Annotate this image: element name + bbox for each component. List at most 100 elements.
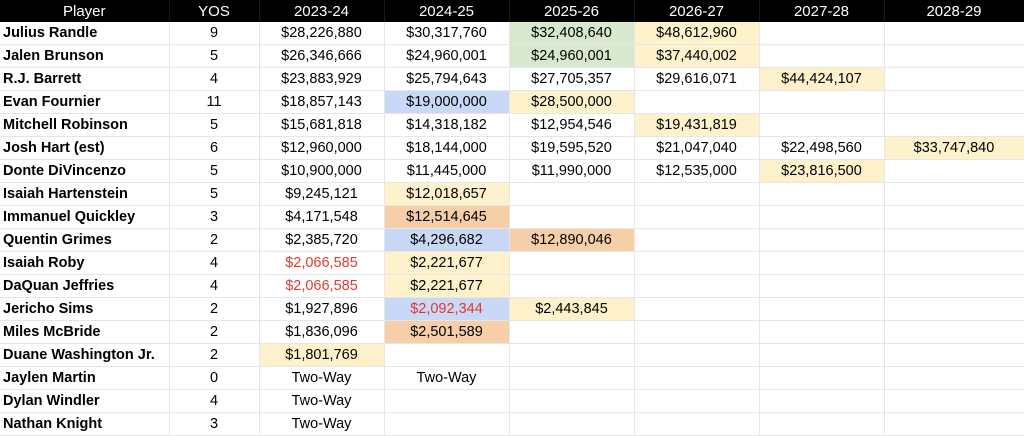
salary-cell: $32,408,640 (509, 22, 635, 45)
salary-cell (509, 182, 635, 206)
player-name-cell: Duane Washington Jr. (0, 343, 170, 367)
yos-cell: 5 (169, 182, 260, 206)
salary-cell (384, 389, 510, 413)
salary-cell: $12,018,657 (384, 182, 510, 206)
player-name-cell: Nathan Knight (0, 412, 170, 436)
salary-cell (884, 297, 1024, 321)
salary-cell (509, 251, 635, 275)
header-season-2025-26: 2025-26 (509, 0, 635, 22)
salary-cell (884, 67, 1024, 91)
salary-cell (884, 159, 1024, 183)
salary-cell (884, 205, 1024, 229)
yos-cell: 4 (169, 67, 260, 91)
salary-cell (884, 412, 1024, 436)
yos-cell: 5 (169, 113, 260, 137)
salary-cell: $4,296,682 (384, 228, 510, 252)
yos-cell: 2 (169, 320, 260, 344)
salary-cell: $11,990,000 (509, 159, 635, 183)
salary-cell: $2,443,845 (509, 297, 635, 321)
salary-cell (884, 90, 1024, 114)
salary-cell (384, 343, 510, 367)
salary-cell: $27,705,357 (509, 67, 635, 91)
salary-cell (884, 389, 1024, 413)
yos-cell: 2 (169, 228, 260, 252)
yos-cell: 4 (169, 389, 260, 413)
player-name-cell: Evan Fournier (0, 90, 170, 114)
salary-cell (634, 90, 760, 114)
salary-cell (759, 366, 885, 390)
player-name-cell: R.J. Barrett (0, 67, 170, 91)
salary-cell: $1,801,769 (259, 343, 385, 367)
salary-cell (759, 22, 885, 45)
salary-cell: $12,514,645 (384, 205, 510, 229)
player-name-cell: Jaylen Martin (0, 366, 170, 390)
table-row: Duane Washington Jr. 2 $1,801,769 (0, 343, 1024, 367)
salary-cell: $4,171,548 (259, 205, 385, 229)
salary-cell: $15,681,818 (259, 113, 385, 137)
salary-cell: $25,794,643 (384, 67, 510, 91)
salary-cell (759, 44, 885, 68)
yos-cell: 5 (169, 159, 260, 183)
table-row: Evan Fournier 11 $18,857,143 $19,000,000 $28… (0, 90, 1024, 114)
salary-cell: $2,066,585 (259, 274, 385, 298)
salary-cell: $14,318,182 (384, 113, 510, 137)
salary-cell: Two-Way (259, 412, 385, 436)
salary-cell (759, 205, 885, 229)
player-name-cell: Jericho Sims (0, 297, 170, 321)
salary-cell: $24,960,001 (384, 44, 510, 68)
salary-cell: $12,890,046 (509, 228, 635, 252)
header-season-2026-27: 2026-27 (634, 0, 760, 22)
salary-cell (509, 320, 635, 344)
yos-cell: 3 (169, 412, 260, 436)
salary-cell (759, 389, 885, 413)
table-row: Julius Randle 9 $28,226,880 $30,317,760 $32,… (0, 22, 1024, 45)
yos-cell: 9 (169, 22, 260, 45)
table-row: Jericho Sims 2 $1,927,896 $2,092,344 $2,443,… (0, 297, 1024, 321)
table-row: Quentin Grimes 2 $2,385,720 $4,296,682 $12,8… (0, 228, 1024, 252)
player-name-cell: Isaiah Roby (0, 251, 170, 275)
header-season-2024-25: 2024-25 (384, 0, 510, 22)
salary-cell: $1,836,096 (259, 320, 385, 344)
salary-cell: $28,500,000 (509, 90, 635, 114)
table-row: Immanuel Quickley 3 $4,171,548 $12,514,645 (0, 205, 1024, 229)
table-row: Donte DiVincenzo 5 $10,900,000 $11,445,000 $… (0, 159, 1024, 183)
salary-cell (759, 343, 885, 367)
player-name-cell: Miles McBride (0, 320, 170, 344)
salary-cell: $30,317,760 (384, 22, 510, 45)
salary-cell (634, 366, 760, 390)
salary-cell: $19,000,000 (384, 90, 510, 114)
player-name-cell: DaQuan Jeffries (0, 274, 170, 298)
salary-cell (884, 113, 1024, 137)
header-season-2023-24: 2023-24 (259, 0, 385, 22)
header-season-2028-29: 2028-29 (884, 0, 1024, 22)
table-body: Julius Randle 9 $28,226,880 $30,317,760 $32,… (0, 22, 1024, 436)
yos-cell: 4 (169, 251, 260, 275)
salary-cell: $26,346,666 (259, 44, 385, 68)
salary-cell: $37,440,002 (634, 44, 760, 68)
salary-cell: $2,221,677 (384, 274, 510, 298)
salary-cell (634, 412, 760, 436)
salary-cell (884, 44, 1024, 68)
yos-cell: 2 (169, 343, 260, 367)
salary-cell: $2,385,720 (259, 228, 385, 252)
salary-cell (884, 251, 1024, 275)
salary-cell (759, 320, 885, 344)
player-name-cell: Immanuel Quickley (0, 205, 170, 229)
player-name-cell: Isaiah Hartenstein (0, 182, 170, 206)
salary-cell (884, 182, 1024, 206)
salary-cell (759, 228, 885, 252)
yos-cell: 0 (169, 366, 260, 390)
header-row: Player YOS 2023-24 2024-25 2025-26 2026-… (0, 0, 1024, 22)
salary-cell (759, 412, 885, 436)
table-row: Nathan Knight 3 Two-Way (0, 412, 1024, 436)
salary-cell (509, 366, 635, 390)
salary-cell (884, 22, 1024, 45)
salary-cell (509, 274, 635, 298)
salary-cell (759, 113, 885, 137)
table-row: Jalen Brunson 5 $26,346,666 $24,960,001 $24,… (0, 44, 1024, 68)
salary-cell: $2,066,585 (259, 251, 385, 275)
salary-cell (634, 228, 760, 252)
salary-cell: $12,960,000 (259, 136, 385, 160)
player-name-cell: Jalen Brunson (0, 44, 170, 68)
